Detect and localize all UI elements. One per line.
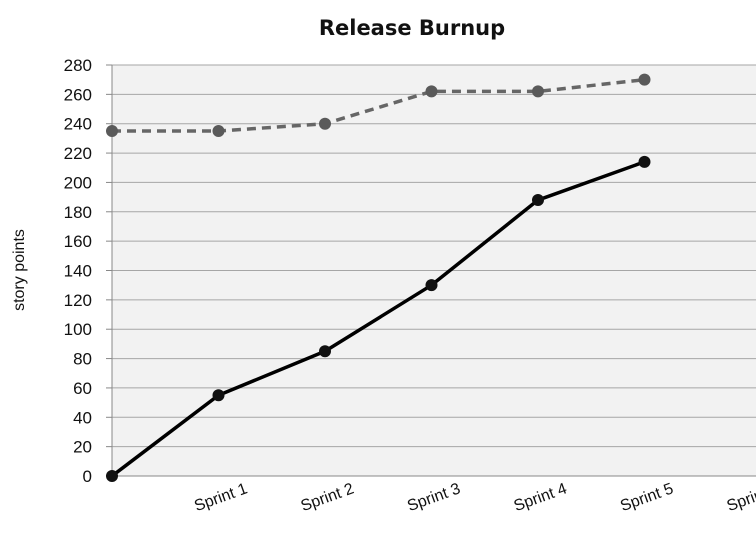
- y-tick-label: 20: [73, 438, 92, 457]
- series-line-1: [110, 160, 646, 478]
- x-tick-label: Sprint 4: [512, 480, 570, 515]
- x-tick-label: Sprint 6: [725, 480, 756, 515]
- series-point-1: [532, 194, 544, 207]
- y-tick-label: 280: [64, 56, 92, 75]
- x-tick-label: Sprint 3: [405, 480, 463, 515]
- chart-title: Release Burnup: [319, 16, 505, 40]
- y-axis-label: story points: [11, 229, 28, 311]
- series-point-1: [638, 155, 651, 168]
- series-point-0: [319, 117, 331, 130]
- y-tick-label: 140: [64, 262, 92, 281]
- axes: [106, 64, 756, 477]
- series-point-0: [638, 73, 651, 86]
- series-point-1: [212, 389, 225, 402]
- x-tick-label: Sprint 2: [299, 480, 357, 515]
- y-tick-label: 160: [64, 232, 92, 251]
- y-tick-label: 240: [64, 115, 92, 134]
- series-point-0: [425, 85, 438, 98]
- series-point-0: [212, 125, 225, 138]
- x-tick-labels: Sprint 1 Sprint 2 Sprint 3 Sprint 4 Sprint 5…: [192, 480, 756, 515]
- y-tick-label: 120: [64, 291, 92, 310]
- gridlines: [112, 64, 756, 448]
- y-tick-label: 260: [64, 85, 92, 104]
- series-point-1: [425, 279, 438, 292]
- series-point-0: [106, 125, 118, 138]
- x-tick-label: Sprint 1: [192, 480, 250, 515]
- series-point-1: [106, 470, 118, 482]
- series-point-1: [319, 345, 331, 358]
- y-tick-label: 200: [64, 173, 92, 192]
- y-tick-labels: 0 20 40 60 80 100 120 140 160 180 200 220 240 260 280: [64, 56, 92, 486]
- y-tick-label: 0: [83, 467, 92, 486]
- y-tick-label: 220: [64, 144, 92, 163]
- series-group: [106, 73, 651, 482]
- x-tick-label: Sprint 5: [618, 480, 676, 515]
- y-tick-label: 40: [73, 408, 92, 427]
- y-tick-label: 80: [73, 350, 92, 369]
- series-point-0: [532, 85, 544, 98]
- y-tick-label: 60: [73, 379, 92, 398]
- y-tick-label: 100: [64, 320, 92, 339]
- y-tick-label: 180: [64, 203, 92, 222]
